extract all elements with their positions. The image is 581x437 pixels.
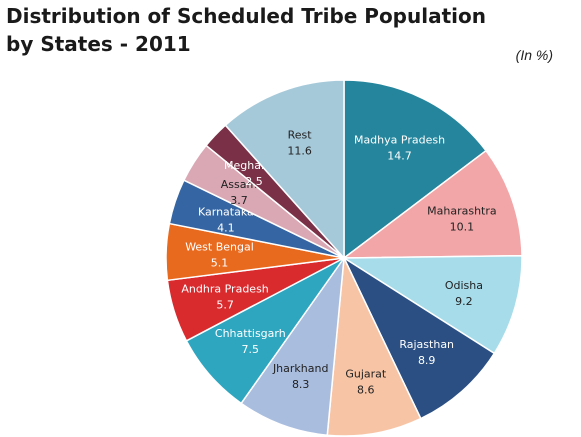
slice-label-andhra-pradesh: Andhra Pradesh — [181, 282, 268, 295]
slice-label-gujarat: Gujarat — [345, 368, 387, 381]
slice-value-madhya-pradesh: 14.7 — [387, 150, 412, 163]
slice-value-meghalaya: 2.5 — [245, 175, 263, 188]
pie-slice-maharashtra — [341, 149, 523, 259]
slice-label-assam: Assam — [221, 178, 257, 191]
units-label: (In %) — [515, 47, 553, 63]
slice-value-gujarat: 8.6 — [357, 384, 375, 397]
slice-label-karnataka: Karnataka — [198, 205, 254, 218]
slice-value-rajasthan: 8.9 — [418, 354, 436, 367]
slice-value-andhra-pradesh: 5.7 — [216, 298, 234, 311]
slice-value-odisha: 9.2 — [455, 295, 473, 308]
slice-value-west-bengal: 5.1 — [211, 257, 229, 270]
slice-value-chhattisgarh: 7.5 — [242, 343, 260, 356]
slice-value-karnataka: 4.1 — [217, 221, 235, 234]
pie-slice-rajasthan — [342, 255, 496, 420]
slice-label-jharkhand: Jharkhand — [272, 362, 329, 375]
chart-title-line-2: by States - 2011 — [6, 32, 191, 56]
chart-title-line-1: Distribution of Scheduled Tribe Populati… — [6, 4, 486, 28]
slice-value-assam: 3.7 — [230, 194, 248, 207]
pie-slice-gujarat — [326, 255, 422, 437]
slice-label-odisha: Odisha — [445, 279, 483, 292]
slice-label-maharashtra: Maharashtra — [427, 205, 497, 218]
slice-label-rajasthan: Rajasthan — [399, 338, 454, 351]
slice-value-jharkhand: 8.3 — [292, 378, 310, 391]
pie-slice-odisha — [341, 255, 523, 355]
pie-slice-jharkhand — [240, 255, 346, 437]
pie-slice-rest — [224, 79, 345, 260]
slice-value-rest: 11.6 — [287, 145, 312, 158]
slice-label-madhya-pradesh: Madhya Pradesh — [354, 134, 445, 147]
pie-slice-madhya-pradesh — [343, 79, 488, 260]
chart-title: Distribution of Scheduled Tribe Populati… — [6, 2, 486, 58]
slice-label-west-bengal: West Bengal — [185, 241, 254, 254]
slice-value-maharashtra: 10.1 — [450, 221, 475, 234]
slice-label-rest: Rest — [288, 129, 313, 142]
slice-label-chhattisgarh: Chhattisgarh — [215, 327, 286, 340]
